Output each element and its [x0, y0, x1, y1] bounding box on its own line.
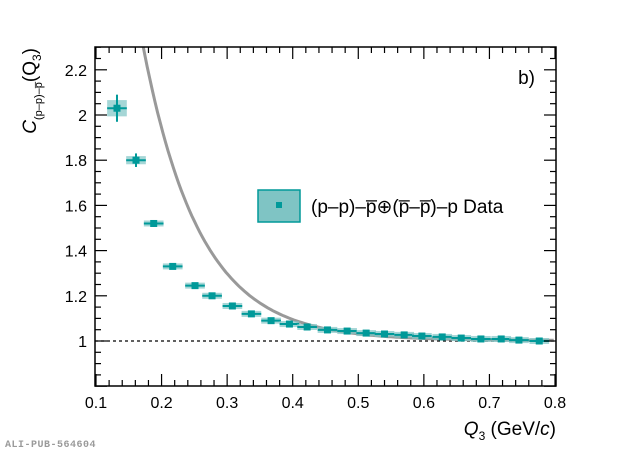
y-tick-label: 2 [78, 108, 87, 125]
data-point [394, 331, 415, 339]
plot-area [95, 47, 556, 345]
marker [132, 156, 140, 164]
data-point [432, 333, 453, 341]
fit-curve [141, 47, 554, 342]
y-tick-label: 1.6 [65, 198, 87, 215]
data-point [412, 332, 432, 340]
data-point [297, 323, 317, 331]
x-tick-label: 0.7 [478, 395, 500, 412]
marker [208, 292, 216, 300]
data-point [222, 302, 243, 310]
marker [228, 302, 236, 310]
x-tick-label: 0.6 [413, 395, 435, 412]
y-axis-title: C(p–p)–p̅(Q3) [20, 48, 45, 134]
data-point [471, 335, 491, 343]
data-point [374, 330, 395, 338]
x-tick-label: 0.5 [347, 395, 369, 412]
marker [323, 326, 331, 334]
marker [362, 329, 370, 337]
marker [113, 104, 121, 112]
data-point [451, 334, 472, 342]
data-point [491, 335, 512, 343]
marker [497, 335, 505, 343]
marker [477, 335, 485, 343]
y-tick-label: 1.2 [65, 289, 87, 306]
data-point [279, 320, 300, 328]
axes [94, 46, 557, 387]
y-tick-label: 2.2 [65, 63, 87, 80]
labels: 0.1 0.2 0.3 0.4 0.5 0.6 0.7 0.8 1 1.2 1.4 1.6 1.8 2 2.… [20, 48, 566, 443]
data-point [202, 292, 222, 300]
marker [169, 262, 177, 270]
data-point [317, 326, 338, 334]
data-point [356, 329, 376, 337]
x-tick-label: 0.8 [544, 395, 566, 412]
y-tick-label: 1 [78, 334, 87, 351]
data-point [143, 219, 164, 227]
marker [285, 320, 293, 328]
data-point [337, 327, 357, 335]
marker [343, 327, 351, 335]
marker [247, 310, 255, 318]
marker [191, 282, 199, 290]
data-point [241, 310, 262, 318]
data-point [509, 336, 529, 344]
marker [535, 337, 543, 345]
marker [303, 323, 311, 331]
x-tick-label: 0.4 [282, 395, 304, 412]
legend: (p–p)–p̅⊕(p̅–p̅)–p Data [257, 189, 504, 223]
panel-label: b) [518, 68, 535, 89]
data-point [162, 262, 183, 270]
legend-label: (p–p)–p̅⊕(p̅–p̅)–p Data [311, 197, 504, 218]
data-point [185, 282, 205, 290]
marker [418, 332, 426, 340]
marker [438, 333, 446, 341]
marker [150, 219, 158, 227]
data-point [126, 153, 146, 167]
marker [381, 330, 389, 338]
x-tick-label: 0.3 [216, 395, 238, 412]
watermark: ALI-PUB-564604 [5, 440, 97, 451]
legend-marker [276, 202, 282, 208]
x-tick-label: 0.2 [150, 395, 172, 412]
marker [515, 336, 523, 344]
data-point [261, 317, 281, 325]
marker [267, 317, 275, 325]
y-tick-label: 1.8 [65, 153, 87, 170]
y-tick-label: 1.4 [65, 244, 87, 261]
x-tick-label: 0.1 [85, 395, 107, 412]
data-point [107, 94, 127, 122]
marker [457, 334, 465, 342]
marker [400, 331, 408, 339]
x-axis-title: Q3 (GeV/c) [464, 419, 556, 443]
